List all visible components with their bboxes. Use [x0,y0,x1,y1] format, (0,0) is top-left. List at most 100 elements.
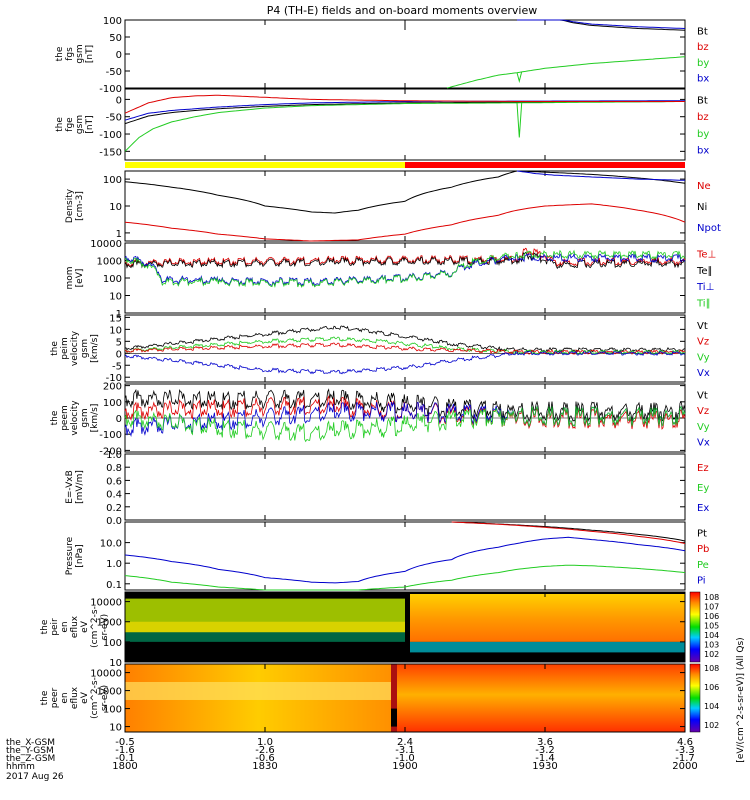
spectrogram-gap [391,664,397,732]
panel-peem-velocity: 200 100 0 -100 -200 the peem velocity gsm [km/s] V… [50,382,710,458]
y-tick-label: -150 [99,147,122,158]
y-label-line: [eV] [75,269,85,288]
time-tick-label: 1930 [532,761,557,772]
y-tick-label: 1000 [97,257,122,268]
legend-bz: bz [697,42,709,53]
y-label-line: gsm [80,408,90,427]
y-tick-label: 15 [109,313,122,324]
y-label-line: en [60,621,70,632]
y-label-line: peer [50,687,60,708]
y-tick-label: 100 [103,638,122,649]
legend-vy: Vy [697,352,710,363]
legend-ne: Ne [697,181,711,192]
legend-vt: Vt [697,390,708,401]
series-by-spike [516,102,523,138]
panel-density: 100 10 1 Density [cm-3] Ne Ni Npot [65,170,721,242]
series-te∥ [124,251,686,270]
colorbar-peer: 108 106 104 102 [689,663,719,733]
y-label: the fge gsm [nT] [55,115,95,134]
panel-peir-spectrogram: 10000 1000 100 10 the peir en eflux eV (cm^2-s-sr… [40,591,686,669]
series-ti∥ [124,249,686,288]
panel-frame [124,453,686,521]
y-tick-label: 10000 [90,598,122,609]
y-label-line: mom [65,266,75,289]
y-label-line: [mV/m] [75,470,85,504]
y-tick-label: 1 [116,229,122,240]
y-tick-label: 10000 [90,239,122,250]
y-tick-label: 0 [116,349,122,360]
series-pe [124,564,686,591]
legend-by: by [697,129,709,140]
y-label: E=-VxB [mV/m] [65,470,85,504]
time-tick-label: 1800 [112,761,137,772]
y-label: the peem velocity gsm [km/s] [50,400,100,436]
colorbar [689,591,701,663]
y-tick-label: 1.0 [106,559,122,570]
y-tick-label: 50 [109,33,122,44]
y-label-line: fgs [65,47,75,61]
time-tick-label: 1900 [392,761,417,772]
spectrogram-ion-core [125,621,405,633]
series-by-spike [516,71,523,84]
panel-peer-spectrogram: 10000 1000 100 10 the peer en eflux eV (cm^2-s-sr… [40,663,686,734]
y-label-line: the [55,117,65,132]
series-te⊥ [124,247,686,268]
y-label: the peer en eflux eV (cm^2-s-sr-eV) [40,677,110,719]
y-label-line: the [40,619,50,634]
y-label-line: Pressure [65,536,75,575]
y-tick-label: -100 [99,84,122,95]
mode-bar-segment [125,162,405,168]
y-label-line: peem [60,405,70,431]
y-label-line: the [50,341,60,356]
y-label-line: gsm [75,44,85,63]
y-label-line: fge [65,117,75,132]
y-tick-label: 1000 [97,687,122,698]
y-tick-label: -100 [99,130,122,141]
time-tick-label: -2.6 [255,745,275,756]
colorbar-tick: 106 [704,612,719,621]
spectrogram-hot-band [410,594,685,642]
y-label: mom [eV] [65,266,85,289]
y-label-line: the [50,410,60,425]
y-tick-label: 0 [116,50,122,61]
legend-ez: Ez [697,463,709,474]
legend-te∥: Te∥ [696,266,713,277]
y-tick-label: 0.4 [106,490,122,501]
y-tick-label: -100 [99,430,122,441]
legend-vx: Vx [697,438,710,449]
legend-vy: Vy [697,422,710,433]
time-tick-label: -1.4 [535,753,555,764]
legend-bt: Bt [697,96,708,107]
legend-ey: Ey [697,483,709,494]
time-tick-label: -3.1 [395,745,415,756]
panel-frame [124,19,686,89]
colorbar-tick: 103 [704,641,719,650]
y-label-line: eflux [70,615,80,638]
y-tick-label: 1000 [97,618,122,629]
legend-npot: Npot [697,223,721,234]
series-ni [124,170,518,214]
date-label: 2017 Aug 26 [6,772,64,782]
y-label-line: E=-VxB [65,470,75,504]
legend-pt: Pt [697,528,707,539]
y-label-line: [cm-3] [75,191,85,221]
y-tick-label: 0 [116,414,122,425]
spectrogram-lower-band [410,641,685,653]
y-label: the peim velocity gsm [km/s] [50,330,100,366]
legend-ti⊥: Ti⊥ [696,282,714,293]
series-by [124,101,685,152]
series-bx [517,19,686,29]
y-tick-label: 10 [109,658,122,669]
y-tick-label: -10 [106,373,122,384]
time-tick-label: -3.2 [535,745,555,756]
legend-bx: bx [697,74,709,85]
y-tick-label: 100 [103,16,122,27]
series-vt [124,388,686,423]
time-tick-label: 3.6 [537,737,553,748]
y-tick-label: 10000 [90,669,122,680]
y-tick-label: 100 [103,274,122,285]
y-tick-label: 0.8 [106,463,122,474]
colorbar-tick: 108 [704,664,719,673]
